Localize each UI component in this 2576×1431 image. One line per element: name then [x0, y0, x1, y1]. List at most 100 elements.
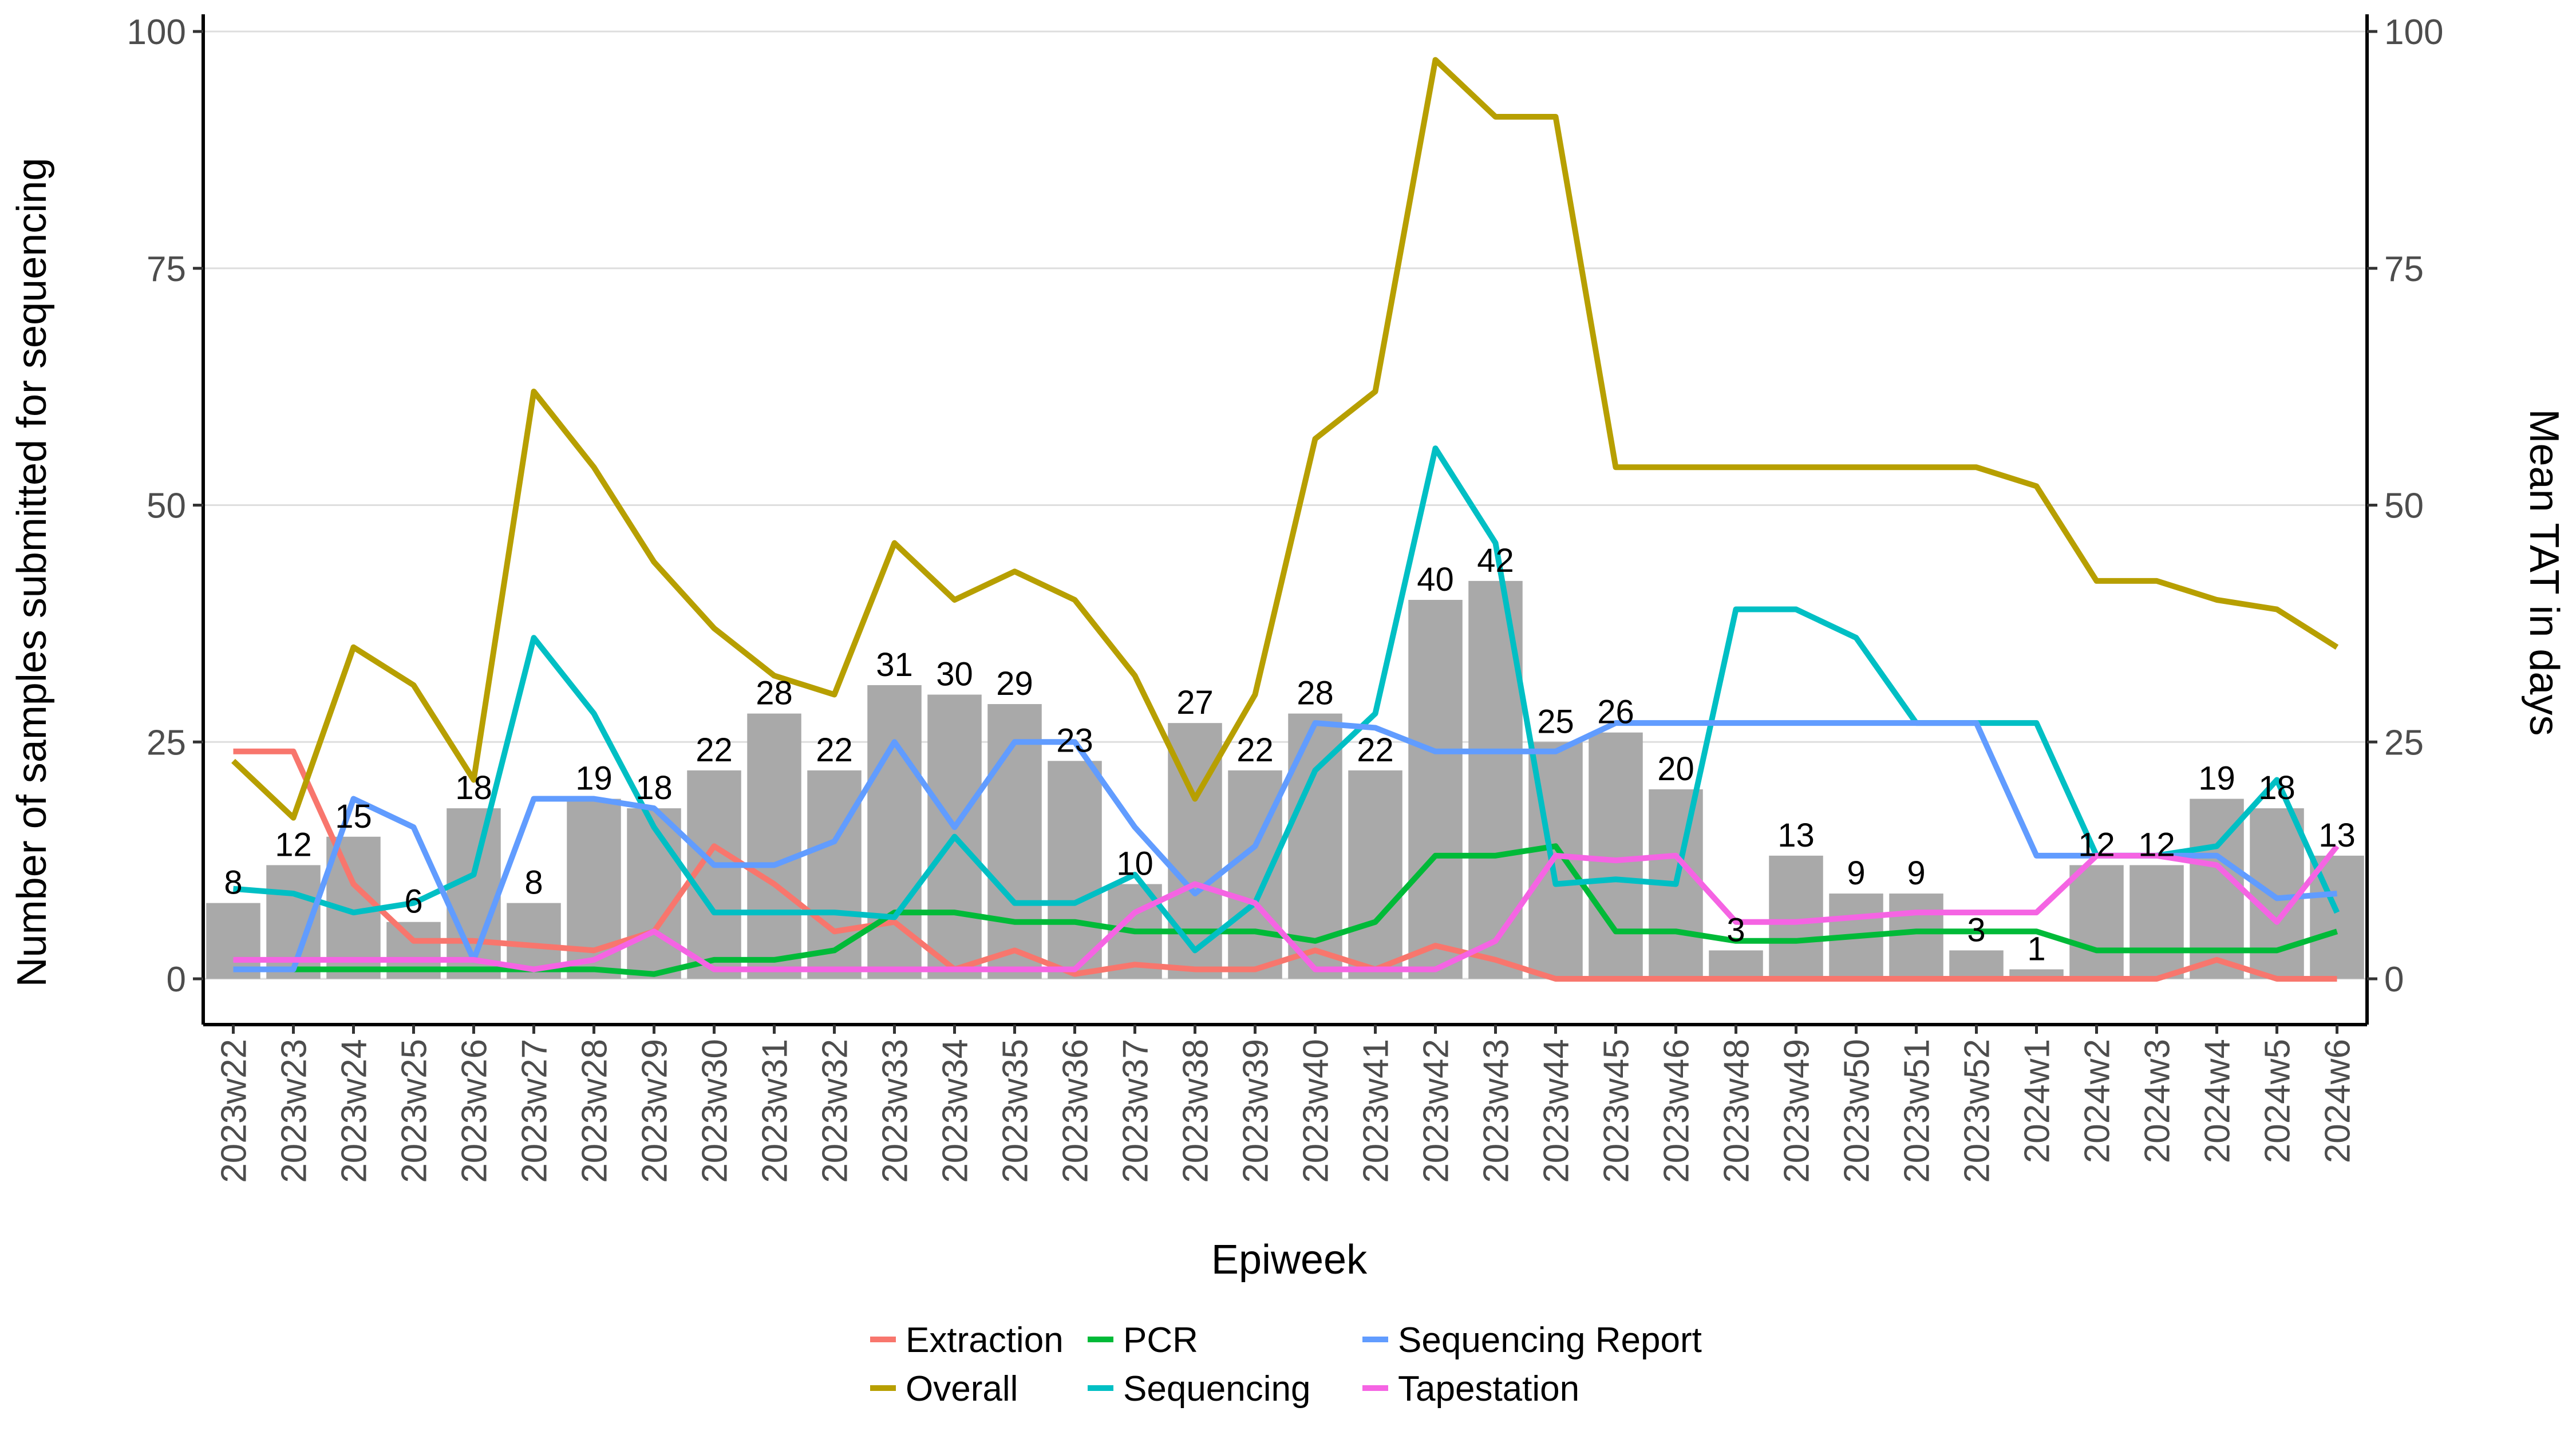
legend-label-sequencing-report: Sequencing Report [1398, 1321, 1702, 1360]
legend: Extraction PCR Sequencing Report Overall Seq… [870, 1321, 1702, 1409]
legend-label-extraction: Extraction [906, 1321, 1064, 1360]
x-tick-2023w35: 2023w35 [996, 1039, 1036, 1183]
x-tick-2023w50: 2023w50 [1838, 1039, 1877, 1183]
x-tick-2023w36: 2023w36 [1056, 1039, 1096, 1183]
bar-2023w52 [1949, 950, 2004, 979]
bar-label-2023w40: 28 [1297, 675, 1334, 712]
bar-label-2023w32: 22 [816, 732, 853, 769]
x-tick-2023w52: 2023w52 [1958, 1039, 1997, 1183]
x-tick-2023w22: 2023w22 [215, 1039, 254, 1183]
bar-label-2024w4: 19 [2198, 760, 2235, 797]
x-tick-2023w27: 2023w27 [515, 1039, 555, 1183]
x-tick-2023w31: 2023w31 [756, 1039, 795, 1183]
x-tick-2023w29: 2023w29 [635, 1039, 675, 1183]
x-tick-2023w33: 2023w33 [876, 1039, 915, 1183]
x-tick-2023w46: 2023w46 [1657, 1039, 1697, 1183]
bar-2023w41 [1348, 770, 1402, 979]
x-tick-2023w28: 2023w28 [575, 1039, 615, 1183]
bar-2023w29 [627, 808, 681, 979]
x-tick-2023w24: 2023w24 [335, 1039, 374, 1183]
x-tick-2023w44: 2023w44 [1537, 1039, 1577, 1183]
x-tick-2023w40: 2023w40 [1297, 1039, 1336, 1183]
bar-label-2023w52: 3 [1967, 911, 1985, 948]
line-tapestation [233, 844, 2340, 973]
legend-label-overall: Overall [906, 1369, 1018, 1409]
bar-label-2023w50: 9 [1847, 855, 1865, 892]
bar-label-2023w38: 27 [1176, 684, 1214, 721]
y2-tick-100: 100 [2384, 13, 2443, 52]
line-extraction [233, 748, 2337, 982]
y2-tick-0: 0 [2384, 960, 2404, 999]
legend-label-sequencing: Sequencing [1123, 1369, 1311, 1409]
x-tick-2023w23: 2023w23 [275, 1039, 314, 1183]
x-tick-2024w1: 2024w1 [2018, 1039, 2057, 1163]
line-series [231, 57, 2340, 982]
x-tick-2023w26: 2023w26 [455, 1039, 495, 1183]
bar-2023w31 [747, 713, 801, 979]
bar-2023w33 [867, 685, 922, 979]
bar-2023w51 [1889, 894, 1943, 979]
y2-tick-labels: 0 25 50 75 100 [2367, 13, 2443, 999]
y2-tick-25: 25 [2384, 723, 2424, 762]
x-tick-2023w37: 2023w37 [1116, 1039, 1156, 1183]
bar-label-2023w39: 22 [1236, 732, 1274, 769]
bar-label-2023w36: 23 [1056, 722, 1093, 759]
bar-2024w2 [2069, 865, 2124, 979]
y-tick-labels: 0 25 50 75 100 [127, 13, 203, 999]
x-tick-2024w2: 2024w2 [2078, 1039, 2117, 1163]
x-tick-2023w32: 2023w32 [816, 1039, 855, 1183]
x-tick-2023w30: 2023w30 [696, 1039, 735, 1183]
x-tick-2023w38: 2023w38 [1176, 1039, 1216, 1183]
x-tick-2023w34: 2023w34 [936, 1039, 975, 1183]
bar-2023w26 [447, 808, 501, 979]
bar-2023w35 [987, 704, 1042, 979]
x-tick-2023w25: 2023w25 [395, 1039, 434, 1183]
bar-label-2023w49: 13 [1777, 817, 1815, 854]
bar-2023w22 [206, 903, 260, 979]
y2-tick-75: 75 [2384, 250, 2424, 289]
legend-label-tapestation: Tapestation [1398, 1369, 1579, 1409]
bar-2023w42 [1408, 600, 1463, 979]
bar-label-2023w25: 6 [404, 883, 422, 920]
bar-label-2023w45: 26 [1597, 694, 1634, 731]
bar-label-2023w34: 30 [936, 656, 973, 693]
bar-label-2023w44: 25 [1537, 703, 1574, 740]
legend-label-pcr: PCR [1123, 1321, 1198, 1360]
bar-label-2023w26: 18 [455, 769, 492, 807]
bar-label-2023w27: 8 [524, 864, 543, 902]
bar-2023w49 [1769, 855, 1823, 979]
bar-label-2023w46: 20 [1657, 750, 1694, 788]
bar-label-2023w35: 29 [996, 665, 1033, 702]
x-tick-2024w6: 2024w6 [2318, 1039, 2358, 1163]
bar-label-2023w42: 40 [1417, 561, 1454, 598]
x-tick-2023w42: 2023w42 [1417, 1039, 1456, 1183]
bar-2024w3 [2129, 865, 2184, 979]
bar-label-2023w22: 8 [224, 864, 242, 902]
bar-label-2023w28: 19 [575, 760, 613, 797]
y-tick-25: 25 [147, 723, 186, 762]
y-tick-75: 75 [147, 250, 186, 289]
y2-axis-title: Mean TAT in days [2521, 409, 2567, 736]
bar-2023w36 [1048, 761, 1102, 979]
line-overall [231, 57, 2339, 821]
bar-2023w32 [807, 770, 862, 979]
line-sequencing-report [233, 720, 2337, 973]
x-tick-labels: 2023w22 2023w23 2023w24 2023w25 2023w26 2023w… [215, 1025, 2358, 1183]
bar-2023w48 [1709, 950, 1763, 979]
bar-label-2023w37: 10 [1116, 845, 1153, 883]
x-tick-2023w45: 2023w45 [1597, 1039, 1637, 1183]
bar-label-2024w1: 1 [2027, 930, 2045, 967]
x-tick-2023w43: 2023w43 [1477, 1039, 1516, 1183]
x-tick-2023w39: 2023w39 [1236, 1039, 1276, 1183]
bar-label-2023w33: 31 [876, 646, 913, 683]
bar-label-2023w51: 9 [1907, 855, 1925, 892]
x-tick-2023w48: 2023w48 [1717, 1039, 1757, 1183]
bar-label-2023w41: 22 [1357, 732, 1394, 769]
x-tick-2024w4: 2024w4 [2198, 1039, 2238, 1163]
y-tick-50: 50 [147, 487, 186, 526]
y2-tick-50: 50 [2384, 487, 2424, 526]
x-tick-2023w41: 2023w41 [1357, 1039, 1396, 1183]
